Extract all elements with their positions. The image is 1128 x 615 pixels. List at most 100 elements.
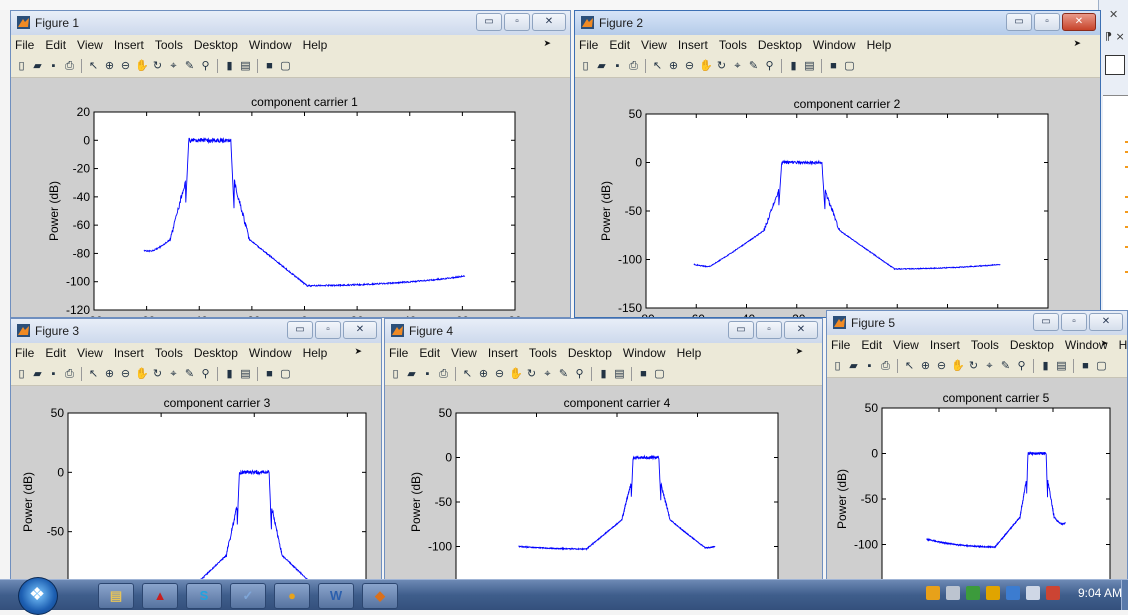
menu-view[interactable]: View bbox=[451, 346, 477, 360]
link-icon[interactable]: ⚲ bbox=[763, 60, 776, 73]
menu-window[interactable]: Window bbox=[249, 346, 292, 360]
show-desktop-button[interactable] bbox=[1121, 580, 1128, 610]
new-figure-icon[interactable]: ▯ bbox=[389, 368, 402, 381]
menu-desktop[interactable]: Desktop bbox=[1010, 338, 1054, 352]
menu-file[interactable]: File bbox=[15, 38, 34, 52]
maximize-button[interactable]: ▫ bbox=[756, 321, 782, 339]
menu-overflow-arrow[interactable]: ➤ bbox=[795, 346, 803, 357]
print-icon[interactable]: ⎙ bbox=[879, 360, 892, 373]
colorbar-icon[interactable]: ▮ bbox=[787, 60, 800, 73]
axes-box[interactable] bbox=[646, 114, 1048, 308]
figure-window-1[interactable]: Figure 1 ▭ ▫ ✕ File Edit View Insert Tools De… bbox=[10, 10, 571, 318]
brush-icon[interactable]: ✎ bbox=[999, 360, 1012, 373]
data-cursor-icon[interactable]: ⌖ bbox=[167, 368, 180, 381]
rotate-icon[interactable]: ↻ bbox=[151, 368, 164, 381]
axes-box[interactable] bbox=[68, 413, 366, 580]
taskbar-acrobat-button[interactable]: ▲ bbox=[142, 583, 178, 609]
minimize-button[interactable]: ▭ bbox=[728, 321, 754, 339]
brush-icon[interactable]: ✎ bbox=[183, 368, 196, 381]
menu-insert[interactable]: Insert bbox=[488, 346, 518, 360]
print-icon[interactable]: ⎙ bbox=[63, 368, 76, 381]
legend-icon[interactable]: ▤ bbox=[613, 368, 626, 381]
zoom-out-icon[interactable]: ⊖ bbox=[119, 368, 132, 381]
zoom-in-icon[interactable]: ⊕ bbox=[103, 60, 116, 73]
save-icon[interactable]: ▪ bbox=[611, 60, 624, 73]
menu-view[interactable]: View bbox=[641, 38, 667, 52]
menu-window[interactable]: Window bbox=[623, 346, 666, 360]
figure-window-3[interactable]: Figure 3 ▭ ▫ ✕ File Edit View Insert Tools De… bbox=[10, 318, 382, 581]
colorbar-icon[interactable]: ▮ bbox=[223, 60, 236, 73]
data-cursor-icon[interactable]: ⌖ bbox=[541, 368, 554, 381]
brush-icon[interactable]: ✎ bbox=[747, 60, 760, 73]
menu-window[interactable]: Window bbox=[813, 38, 856, 52]
title-bar[interactable]: Figure 3 ▭ ▫ ✕ bbox=[11, 319, 381, 343]
show-plot-tools-icon[interactable]: ▢ bbox=[279, 368, 292, 381]
menu-tools[interactable]: Tools bbox=[971, 338, 999, 352]
hide-plot-tools-icon[interactable]: ■ bbox=[1079, 360, 1092, 373]
menu-overflow-arrow[interactable]: ➤ bbox=[1073, 38, 1081, 49]
menu-file[interactable]: File bbox=[15, 346, 34, 360]
menu-file[interactable]: File bbox=[579, 38, 598, 52]
axes-box[interactable] bbox=[882, 408, 1110, 580]
print-icon[interactable]: ⎙ bbox=[437, 368, 450, 381]
dock-icon[interactable] bbox=[1105, 55, 1125, 75]
open-icon[interactable]: ▰ bbox=[847, 360, 860, 373]
show-plot-tools-icon[interactable]: ▢ bbox=[279, 60, 292, 73]
menu-help[interactable]: Help bbox=[677, 346, 702, 360]
close-button[interactable]: ✕ bbox=[343, 321, 377, 339]
menu-edit[interactable]: Edit bbox=[45, 38, 66, 52]
title-bar[interactable]: Figure 5 ▭ ▫ ✕ bbox=[827, 311, 1127, 335]
legend-icon[interactable]: ▤ bbox=[239, 368, 252, 381]
menu-file[interactable]: File bbox=[389, 346, 408, 360]
background-partial-window[interactable]: ✕ ⁋ × bbox=[1098, 0, 1128, 320]
zoom-out-icon[interactable]: ⊖ bbox=[493, 368, 506, 381]
maximize-button[interactable]: ▫ bbox=[1034, 13, 1060, 31]
menu-view[interactable]: View bbox=[893, 338, 919, 352]
spectrum-plot[interactable]: component carrier 1-80-60-40-20020406080… bbox=[11, 78, 570, 317]
pan-icon[interactable]: ✋ bbox=[951, 360, 964, 373]
menu-desktop[interactable]: Desktop bbox=[194, 38, 238, 52]
menu-edit[interactable]: Edit bbox=[45, 346, 66, 360]
menu-view[interactable]: View bbox=[77, 346, 103, 360]
taskbar-matlab-button[interactable]: ◆ bbox=[362, 583, 398, 609]
open-icon[interactable]: ▰ bbox=[595, 60, 608, 73]
pointer-icon[interactable]: ↖ bbox=[651, 60, 664, 73]
save-icon[interactable]: ▪ bbox=[863, 360, 876, 373]
colorbar-icon[interactable]: ▮ bbox=[597, 368, 610, 381]
open-icon[interactable]: ▰ bbox=[31, 60, 44, 73]
menu-help[interactable]: Help bbox=[303, 346, 328, 360]
title-bar[interactable]: Figure 2 ▭ ▫ ✕ bbox=[575, 11, 1100, 35]
title-bar[interactable]: Figure 1 ▭ ▫ ✕ bbox=[11, 11, 570, 35]
new-figure-icon[interactable]: ▯ bbox=[15, 60, 28, 73]
menu-view[interactable]: View bbox=[77, 38, 103, 52]
rotate-icon[interactable]: ↻ bbox=[525, 368, 538, 381]
zoom-in-icon[interactable]: ⊕ bbox=[667, 60, 680, 73]
title-bar[interactable]: Figure 4 ▭ ▫ ✕ bbox=[385, 319, 822, 343]
new-figure-icon[interactable]: ▯ bbox=[15, 368, 28, 381]
pan-icon[interactable]: ✋ bbox=[699, 60, 712, 73]
taskbar-word-button[interactable]: W bbox=[318, 583, 354, 609]
colorbar-icon[interactable]: ▮ bbox=[1039, 360, 1052, 373]
menu-overflow-arrow[interactable]: ➤ bbox=[354, 346, 362, 357]
menu-insert[interactable]: Insert bbox=[678, 38, 708, 52]
menu-edit[interactable]: Edit bbox=[861, 338, 882, 352]
open-icon[interactable]: ▰ bbox=[405, 368, 418, 381]
menu-desktop[interactable]: Desktop bbox=[568, 346, 612, 360]
link-icon[interactable]: ⚲ bbox=[199, 368, 212, 381]
network-signal-icon[interactable] bbox=[1026, 586, 1040, 600]
print-icon[interactable]: ⎙ bbox=[627, 60, 640, 73]
menu-edit[interactable]: Edit bbox=[419, 346, 440, 360]
legend-icon[interactable]: ▤ bbox=[239, 60, 252, 73]
rotate-icon[interactable]: ↻ bbox=[967, 360, 980, 373]
menu-help[interactable]: Help bbox=[867, 38, 892, 52]
pointer-icon[interactable]: ↖ bbox=[903, 360, 916, 373]
tray-app-3-icon[interactable] bbox=[966, 586, 980, 600]
pan-icon[interactable]: ✋ bbox=[135, 60, 148, 73]
close-button[interactable]: ✕ bbox=[1062, 13, 1096, 31]
figure-window-5[interactable]: Figure 5 ▭ ▫ ✕ File Edit View Insert Tools De… bbox=[826, 310, 1128, 581]
hide-plot-tools-icon[interactable]: ■ bbox=[637, 368, 650, 381]
menu-edit[interactable]: Edit bbox=[609, 38, 630, 52]
legend-icon[interactable]: ▤ bbox=[803, 60, 816, 73]
menu-overflow-arrow[interactable]: ➤ bbox=[1100, 338, 1108, 349]
close-icon[interactable]: ✕ bbox=[1109, 8, 1118, 21]
